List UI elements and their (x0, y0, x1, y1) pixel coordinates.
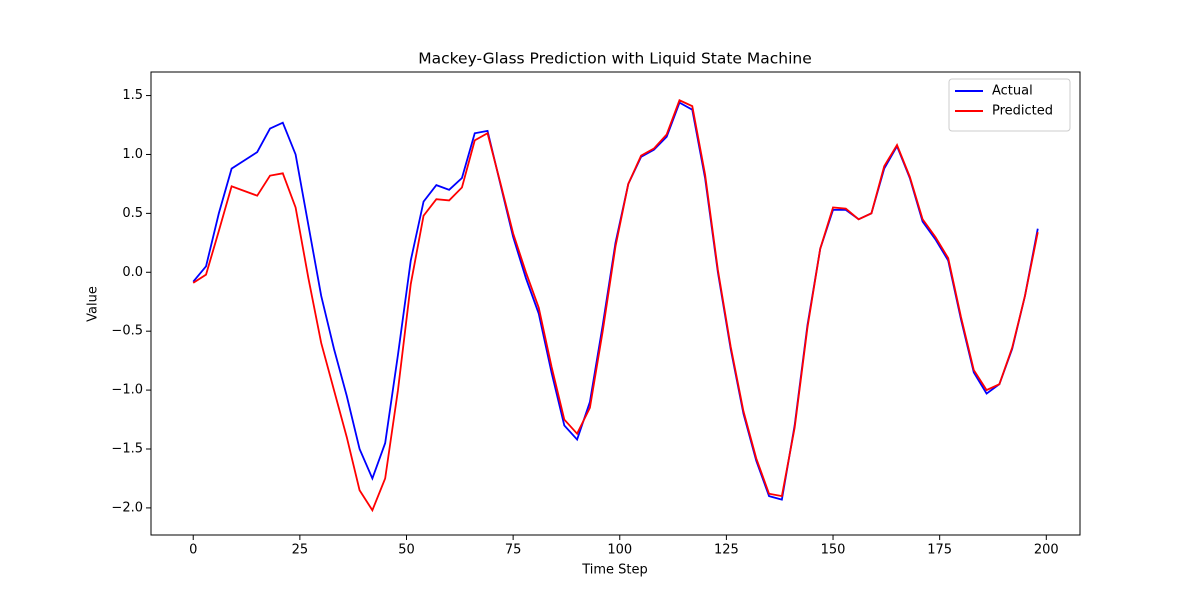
legend-label: Actual (992, 84, 1033, 99)
plot-frame (150, 71, 1081, 536)
legend-label: Predicted (992, 104, 1053, 119)
y-tick-label: −1.0 (111, 383, 143, 398)
y-tick-label: 0.0 (122, 265, 143, 280)
x-tick-label: 125 (714, 543, 739, 558)
y-tick-label: −0.5 (111, 324, 143, 339)
y-axis-label: Value (86, 286, 101, 322)
y-tick-label: 0.5 (122, 206, 143, 221)
chart-title: Mackey-Glass Prediction with Liquid Stat… (418, 50, 812, 68)
x-tick-label: 150 (821, 543, 846, 558)
x-axis-label: Time Step (581, 563, 648, 578)
series-line (192, 101, 1039, 501)
y-tick-label: −1.5 (111, 441, 143, 456)
x-tick-label: 75 (505, 543, 522, 558)
x-tick-label: 0 (189, 543, 197, 558)
y-tick-label: −2.0 (111, 500, 143, 515)
x-tick-label: 200 (1034, 543, 1059, 558)
x-tick-label: 100 (607, 543, 632, 558)
x-tick-label: 175 (927, 543, 952, 558)
y-tick-label: 1.5 (122, 88, 143, 103)
y-tick-label: 1.0 (122, 147, 143, 162)
x-tick-label: 25 (292, 543, 309, 558)
series-line (192, 99, 1039, 513)
x-tick-label: 50 (398, 543, 415, 558)
